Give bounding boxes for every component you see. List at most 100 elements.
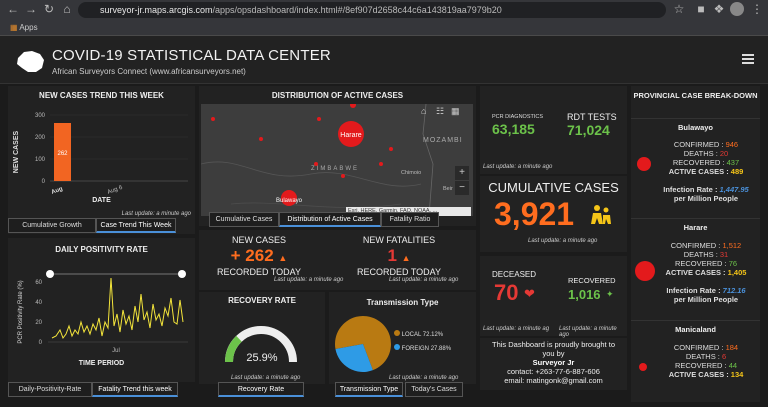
legend-swatch-foreign bbox=[394, 344, 400, 350]
province-deaths: DEATHS : 6 bbox=[685, 352, 727, 361]
province-marker bbox=[637, 157, 651, 171]
hamburger-menu-icon[interactable] bbox=[742, 54, 754, 64]
new-cases-label: NEW CASES bbox=[231, 235, 286, 245]
puzzle-icon[interactable]: ❖ bbox=[713, 2, 725, 16]
tab-transmission-type[interactable]: Transmission Type bbox=[335, 382, 403, 397]
positivity-chart: PCR Positivity Rate (%) 60 40 20 0 Jul bbox=[18, 270, 188, 354]
zimbabwe-map-logo bbox=[17, 51, 44, 72]
trend-ylabel: NEW CASES bbox=[13, 130, 20, 173]
trend-xtick: Aug 6 bbox=[107, 185, 124, 196]
province-recovered: RECOVERED : 44 bbox=[674, 361, 738, 370]
trend-ytick: 300 bbox=[35, 113, 46, 119]
positivity-panel: DAILY POSITIVITY RATE PCR Positivity Rat… bbox=[8, 238, 195, 382]
credits-line1: This Dashboard is proudly brought to bbox=[492, 340, 615, 349]
tab-distribution-active-cases[interactable]: Distribution of Active Cases bbox=[279, 212, 381, 227]
cumulative-last-update: Last update: a minute ago bbox=[528, 238, 598, 244]
trend-last-update: Last update: a minute ago bbox=[121, 211, 191, 217]
map-basemap: Harare Bulawayo ZIMBABWE MOZAMBI Chimoio… bbox=[201, 104, 463, 216]
map-label-chimoio: Chimoio bbox=[401, 170, 421, 176]
tab-daily-positivity[interactable]: Daily-Positivity-Rate bbox=[8, 382, 92, 397]
credits-email[interactable]: email: matingonk@gmail.com bbox=[504, 376, 603, 385]
province-active: ACTIVE CASES : 489 bbox=[668, 167, 744, 176]
positivity-title: DAILY POSITIVITY RATE bbox=[55, 245, 148, 254]
map-title: DISTRIBUTION OF ACTIVE CASES bbox=[271, 91, 404, 100]
recovered-value: 1,016 bbox=[568, 287, 601, 302]
tab-cumulative-cases[interactable]: Cumulative Cases bbox=[209, 212, 279, 227]
range-handle-left bbox=[46, 270, 54, 278]
trend-title: NEW CASES TREND THIS WEEK bbox=[39, 91, 164, 100]
cumulative-value: 3,921 bbox=[494, 196, 575, 232]
map-label-bulawayo: Bulawayo bbox=[276, 198, 303, 204]
tab-case-trend[interactable]: Case Trend This Week bbox=[96, 218, 176, 233]
recovered-last-update: Last update: a minute ago bbox=[559, 326, 617, 338]
avatar[interactable] bbox=[730, 2, 744, 16]
home-icon[interactable]: ⌂ bbox=[63, 2, 71, 16]
pie-slice-local bbox=[335, 316, 391, 371]
browser-chrome: ← → ↻ ⌂ surveyor-jr.maps.arcgis.com/apps… bbox=[0, 0, 768, 36]
zoom-out-button[interactable]: − bbox=[455, 181, 469, 195]
outcomes-panel: DECEASED 70 ❤ Last update: a minute ag R… bbox=[480, 256, 627, 338]
recovery-title: RECOVERY RATE bbox=[228, 296, 296, 305]
tab-fatality-trend[interactable]: Fatality Trend this week bbox=[92, 382, 178, 397]
address-bar[interactable]: surveyor-jr.maps.arcgis.com/apps/opsdash… bbox=[78, 2, 666, 18]
grid-icon[interactable]: ▦ bbox=[451, 106, 460, 116]
new-fatalities-sublabel: RECORDED TODAY bbox=[356, 267, 441, 277]
new-cases-sublabel: RECORDED TODAY bbox=[216, 267, 301, 277]
provinces-title: PROVINCIAL CASE BREAK-DOWN bbox=[633, 91, 758, 100]
home-icon[interactable]: ⌂ bbox=[421, 106, 427, 116]
layers-icon[interactable]: ☷ bbox=[436, 106, 445, 116]
apps-grid-icon: ▦ bbox=[10, 23, 18, 32]
map-label-mozambique: MOZAMBI bbox=[423, 137, 463, 144]
range-handle-right bbox=[178, 270, 186, 278]
map-label-harare: Harare bbox=[340, 132, 362, 139]
province-confirmed: CONFIRMED : 184 bbox=[673, 343, 739, 352]
rdt-value: 71,024 bbox=[567, 122, 610, 138]
up-triangle-icon: ▲ bbox=[401, 253, 411, 263]
province-card-manicaland[interactable]: Manicaland CONFIRMED : 184 DEATHS : 6 RE… bbox=[631, 320, 760, 402]
province-marker bbox=[639, 363, 647, 371]
new-fatalities-value: 1 bbox=[387, 246, 397, 265]
credits-name: Surveyor Jr bbox=[532, 358, 575, 367]
deceased-last-update: Last update: a minute ag bbox=[483, 326, 550, 332]
trend-xtick: Aug bbox=[51, 186, 64, 196]
credits-line2: you by bbox=[542, 349, 565, 358]
cumulative-label: CUMULATIVE CASES bbox=[488, 180, 619, 195]
province-per-million: per Million People bbox=[673, 194, 739, 203]
positivity-ytick: 40 bbox=[35, 300, 42, 306]
url-path: /apps/opsdashboard/index.html#/8ef907d26… bbox=[212, 5, 502, 15]
reload-icon[interactable]: ↻ bbox=[43, 2, 55, 16]
province-confirmed: CONFIRMED : 1,512 bbox=[670, 241, 742, 250]
forward-icon[interactable]: → bbox=[25, 2, 37, 16]
cumulative-panel: CUMULATIVE CASES 3,921 Last update: a mi… bbox=[480, 176, 627, 252]
trend-bar-label: 262 bbox=[57, 151, 68, 157]
province-name: Harare bbox=[683, 223, 708, 232]
tab-cumulative-growth[interactable]: Cumulative Growth bbox=[8, 218, 96, 233]
credits-panel: This Dashboard is proudly brought to you… bbox=[480, 338, 627, 390]
trend-bar bbox=[54, 123, 71, 181]
more-icon[interactable]: ⋮ bbox=[751, 2, 763, 16]
map-attribution: Esri, HERE, Garmin, FAO, NOAA, ... bbox=[346, 207, 471, 216]
legend-foreign: FOREIGN 27.88% bbox=[394, 344, 451, 352]
extension-icon[interactable]: ■ bbox=[697, 2, 705, 16]
transmission-title: Transmission Type bbox=[366, 298, 439, 307]
bookmark-apps[interactable]: Apps bbox=[19, 23, 38, 32]
back-icon[interactable]: ← bbox=[7, 2, 19, 16]
new-cases-last-update: Last update: a minute ago bbox=[274, 277, 344, 283]
positivity-xlabel: TIME PERIOD bbox=[78, 360, 125, 367]
legend-foreign-name: FOREIGN bbox=[401, 346, 430, 352]
today-panel: NEW CASES + 262 ▲ RECORDED TODAY Last up… bbox=[199, 230, 476, 290]
bookmark-star-icon[interactable]: ☆ bbox=[673, 2, 685, 16]
trend-ytick: 100 bbox=[35, 157, 46, 163]
map-view[interactable]: Harare Bulawayo ZIMBABWE MOZAMBI Chimoio… bbox=[201, 104, 473, 216]
tab-todays-cases[interactable]: Today's Cases bbox=[405, 382, 463, 397]
tab-fatality-ratio[interactable]: Fatality Ratio bbox=[381, 212, 439, 227]
trend-ytick: 0 bbox=[42, 179, 46, 185]
people-icon bbox=[591, 205, 611, 224]
province-card-bulawayo[interactable]: Bulawayo CONFIRMED : 946 DEATHS : 20 REC… bbox=[631, 118, 760, 236]
province-card-harare[interactable]: Harare CONFIRMED : 1,512 DEATHS : 31 REC… bbox=[631, 218, 760, 320]
province-recovered: RECOVERED : 437 bbox=[672, 158, 740, 167]
tab-recovery-rate[interactable]: Recovery Rate bbox=[218, 382, 304, 397]
transmission-pie bbox=[335, 316, 391, 372]
recovery-gauge-fill bbox=[225, 335, 242, 363]
zoom-in-button[interactable]: + bbox=[455, 166, 469, 180]
